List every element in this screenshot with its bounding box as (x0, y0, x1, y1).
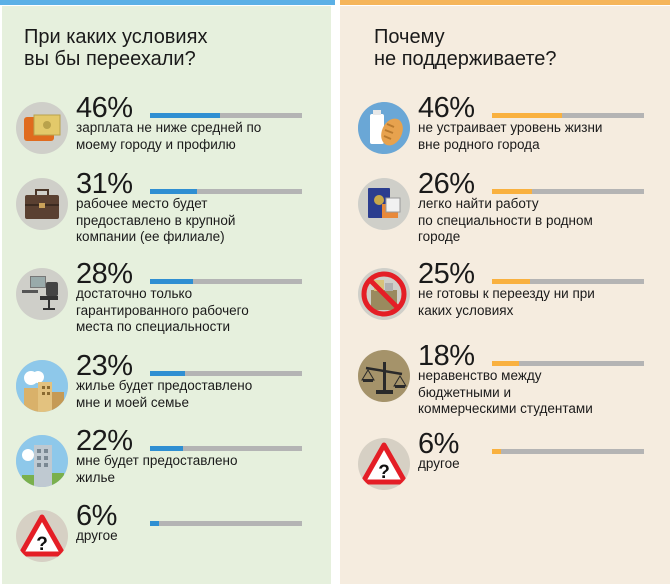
passport-document-icon (358, 178, 410, 230)
top-accent-bar-left (0, 0, 335, 5)
left-chart-item: 23% жилье будет предоставлено мне и моей … (12, 350, 312, 436)
percent-value: 46% (76, 92, 133, 124)
left-panel-title: При каких условиях вы бы переехали? (24, 26, 208, 70)
top-accent-bar-right (340, 0, 670, 5)
svg-text:?: ? (378, 462, 390, 483)
briefcase-icon (16, 178, 68, 230)
bar-fill (150, 279, 193, 284)
category-label: другое (418, 456, 460, 471)
bar-fill (492, 113, 562, 118)
category-label: жилье будет предоставлено мне и моей сем… (76, 378, 253, 410)
bar-track (150, 279, 302, 284)
bar-track (492, 113, 644, 118)
bar-fill (492, 189, 532, 194)
bar-fill (150, 113, 220, 118)
bar-fill (492, 449, 502, 454)
right-panel-title: Почему не поддерживаете? (374, 26, 557, 70)
percent-value: 46% (418, 92, 475, 124)
balance-scale-icon (358, 350, 410, 402)
category-label: другое (76, 528, 118, 543)
category-label: мне будет предоставлено жилье (76, 453, 238, 485)
bar-track (150, 113, 302, 118)
relocation-conditions-panel: При каких условиях вы бы переехали? 46% з… (2, 6, 331, 584)
percent-value: 28% (76, 258, 133, 290)
category-label: неравенство между бюджетными и коммерчес… (418, 368, 593, 416)
left-chart-item: 22% мне будет предоставлено жилье (12, 425, 312, 511)
category-label: зарплата не ниже средней по моему городу… (76, 120, 262, 152)
right-chart-item: 25% не готовы к переезду ни при каких усл… (354, 258, 654, 344)
percent-value: 22% (76, 425, 133, 457)
bar-track (150, 189, 302, 194)
right-chart-item: 18% неравенство между бюджетными и коммер… (354, 340, 654, 426)
apartment-building-icon (16, 435, 68, 487)
office-chair-icon (16, 268, 68, 320)
right-chart-item: ? 6% другое (354, 428, 654, 514)
percent-value: 31% (76, 168, 133, 200)
bar-fill (150, 446, 184, 451)
category-label: не готовы к переезду ни при каких услови… (418, 286, 595, 318)
left-chart-item: ? 6% другое (12, 500, 312, 586)
percent-value: 6% (418, 428, 459, 460)
bar-track (492, 361, 644, 366)
category-label: не устраивает уровень жизни вне родного … (418, 120, 603, 152)
percent-value: 26% (418, 168, 475, 200)
bar-track (150, 446, 302, 451)
percent-value: 6% (76, 500, 117, 532)
category-label: достаточно только гарантированного рабоч… (76, 286, 249, 334)
no-moving-icon (358, 268, 410, 320)
percent-value: 23% (76, 350, 133, 382)
bar-track (150, 521, 302, 526)
warning-question-icon: ? (358, 438, 410, 490)
svg-text:?: ? (36, 534, 48, 555)
bar-fill (150, 371, 185, 376)
category-label: рабочее место будет предоставлено в круп… (76, 196, 236, 244)
bar-fill (492, 279, 530, 284)
wallet-money-icon (16, 102, 68, 154)
bar-fill (492, 361, 520, 366)
category-label: легко найти работу по специальности в ро… (418, 196, 593, 244)
left-chart-item: 46% зарплата не ниже средней по моему гор… (12, 92, 312, 178)
reasons-against-panel: Почему не поддерживаете? 46% не устраивае… (340, 6, 670, 584)
percent-value: 18% (418, 340, 475, 372)
milk-bread-icon (358, 102, 410, 154)
bar-fill (150, 189, 198, 194)
left-chart-item: 28% достаточно только гарантированного ра… (12, 258, 312, 344)
warning-question-icon: ? (16, 510, 68, 562)
right-chart-item: 26% легко найти работу по специальности в… (354, 168, 654, 254)
city-buildings-icon (16, 360, 68, 412)
percent-value: 25% (418, 258, 475, 290)
bar-track (492, 449, 644, 454)
right-chart-item: 46% не устраивает уровень жизни вне родно… (354, 92, 654, 178)
bar-track (150, 371, 302, 376)
left-chart-item: 31% рабочее место будет предоставлено в к… (12, 168, 312, 254)
bar-track (492, 189, 644, 194)
bar-fill (150, 521, 160, 526)
bar-track (492, 279, 644, 284)
